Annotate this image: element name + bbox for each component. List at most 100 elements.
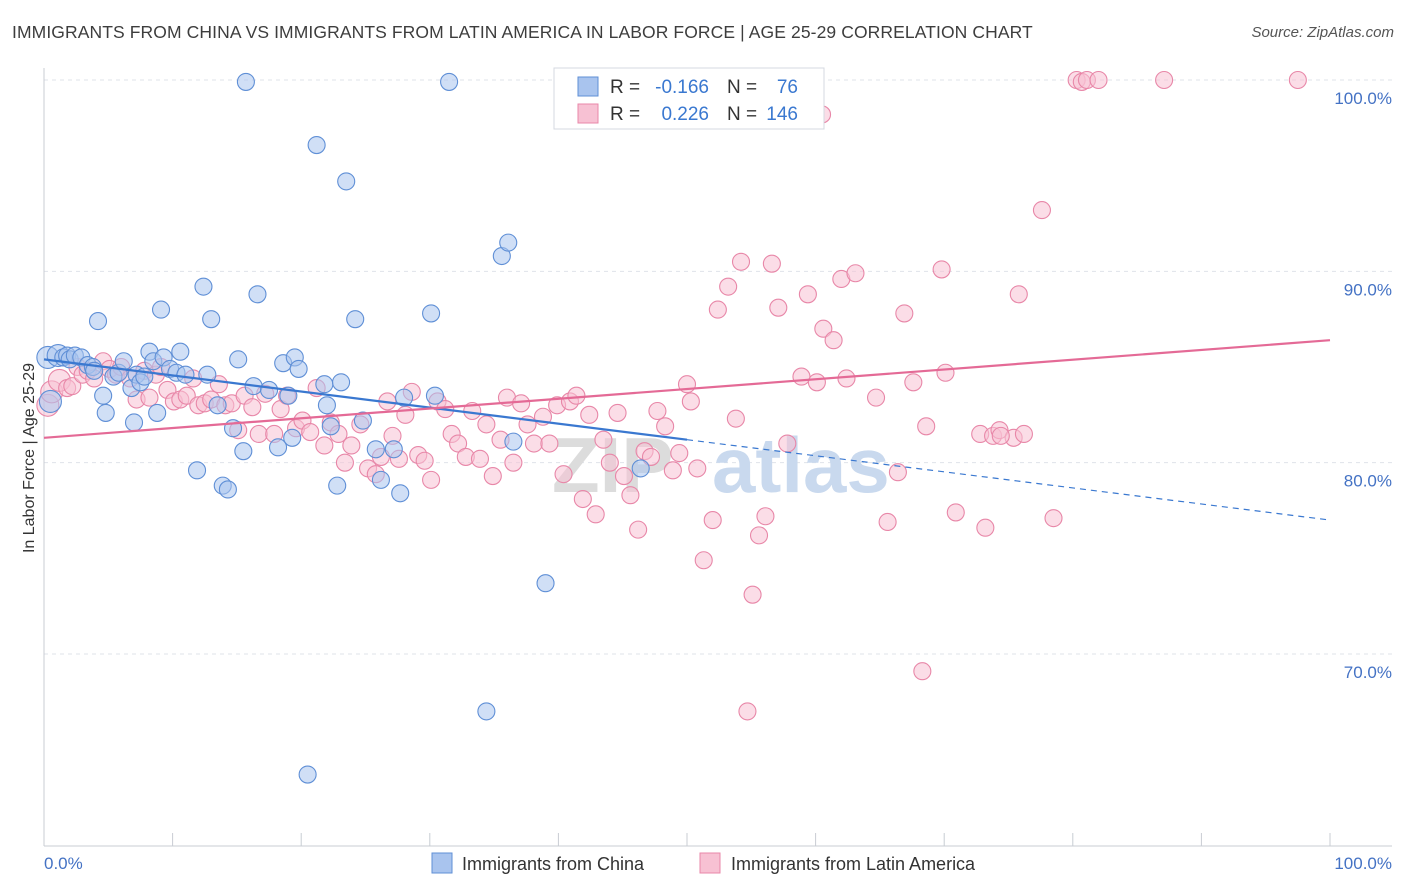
latin-n-label: N = <box>727 104 757 125</box>
latin-america-point <box>449 434 468 453</box>
latin-america-point <box>807 373 826 392</box>
x-tick-label-max: 100.0% <box>1334 854 1392 873</box>
legend-latin-label: Immigrants from Latin America <box>731 854 976 874</box>
china-point <box>202 310 221 329</box>
latin-america-point <box>648 401 667 421</box>
china-point <box>346 310 365 329</box>
x-axis-ticks <box>43 833 1331 846</box>
china-point <box>317 396 336 415</box>
latin-america-point <box>1044 509 1063 528</box>
china-trend-line <box>43 358 688 441</box>
y-axis-title: In Labor Force | Age 25-29 <box>21 363 38 553</box>
latin-america-point <box>1288 70 1307 90</box>
china-point <box>94 386 113 405</box>
china-point <box>440 72 459 91</box>
latin-america-point <box>681 392 700 411</box>
latin-america-point <box>743 585 762 604</box>
stats-legend: R = -0.166 N = 76 R = 0.226 N = 146 <box>553 67 825 130</box>
china-point <box>425 386 444 405</box>
china-point <box>353 411 372 430</box>
china-point <box>298 765 317 784</box>
china-point <box>395 388 414 407</box>
latin-america-trend-line <box>43 339 1331 439</box>
china-point <box>38 389 62 413</box>
series-china-points <box>36 72 650 784</box>
latin-america-point <box>600 453 619 472</box>
latin-america-point <box>249 424 268 444</box>
latin-america-point <box>778 434 797 453</box>
latin-america-point <box>243 398 262 417</box>
latin-america-point <box>1009 285 1028 304</box>
china-point <box>321 417 340 436</box>
china-point <box>114 352 133 371</box>
latin-america-point <box>573 489 592 509</box>
latin-america-point <box>946 503 965 522</box>
china-r-label: R = <box>610 77 640 98</box>
china-point <box>218 480 237 499</box>
latin-america-point <box>719 277 738 296</box>
china-point <box>88 312 108 331</box>
latin-america-point <box>608 403 627 422</box>
china-point <box>366 440 385 459</box>
latin-america-point <box>315 436 334 455</box>
y-tick-label-90: 90.0% <box>1344 280 1392 299</box>
china-point <box>499 233 518 252</box>
china-point <box>208 396 227 415</box>
latin-america-point <box>749 526 769 545</box>
series-latin-america-points <box>36 70 1307 721</box>
china-point <box>536 574 555 593</box>
china-point <box>384 440 403 459</box>
y-tick-label-70: 70.0% <box>1344 663 1392 682</box>
latin-america-point <box>586 505 605 524</box>
latin-america-point <box>1014 424 1033 444</box>
watermark-atlas: atlas <box>712 421 890 509</box>
latin-america-point <box>708 300 727 319</box>
latin-america-point <box>1155 70 1174 90</box>
latin-america-point <box>63 377 82 396</box>
latin-america-point <box>756 507 775 526</box>
latin-america-point <box>1032 201 1051 220</box>
latin-america-point <box>415 451 434 470</box>
latin-america-point <box>512 394 531 413</box>
latin-america-point <box>177 386 196 405</box>
latin-america-point <box>731 252 751 271</box>
latin-america-point <box>540 434 559 453</box>
latin-america-point <box>621 486 640 505</box>
china-point <box>422 304 441 323</box>
china-n-label: N = <box>727 77 757 98</box>
latin-america-point <box>846 264 865 283</box>
latin-n-value: 146 <box>766 104 798 125</box>
china-point <box>328 476 347 495</box>
china-point <box>283 428 302 447</box>
latin-america-point <box>936 363 955 382</box>
china-point <box>151 300 171 319</box>
latin-america-point <box>524 434 544 453</box>
latin-america-point <box>1089 70 1108 90</box>
china-point <box>148 403 167 422</box>
china-point <box>337 172 356 191</box>
latin-america-point <box>470 449 490 468</box>
x-tick-label-min: 0.0% <box>44 854 83 873</box>
latin-america-point <box>567 386 586 405</box>
china-point <box>631 459 650 478</box>
latin-america-point <box>301 423 320 442</box>
china-point <box>124 413 144 432</box>
china-point <box>96 403 115 422</box>
latin-america-point <box>335 453 354 472</box>
latin-america-point <box>917 417 936 436</box>
latin-america-point <box>483 467 502 486</box>
china-point <box>307 136 326 155</box>
latin-america-point <box>824 331 843 350</box>
latin-america-point <box>798 285 817 304</box>
latin-america-point <box>837 369 856 388</box>
legend-china-label: Immigrants from China <box>462 854 645 874</box>
latin-america-point <box>694 551 713 570</box>
china-point <box>248 285 267 304</box>
y-axis-tick-labels: 70.0% 80.0% 90.0% 100.0% <box>1334 89 1392 682</box>
latin-america-point <box>976 518 995 537</box>
china-point <box>391 484 410 503</box>
china-point <box>229 350 248 369</box>
china-trend-line-extension <box>686 439 1331 521</box>
grid-lines <box>44 79 1392 655</box>
